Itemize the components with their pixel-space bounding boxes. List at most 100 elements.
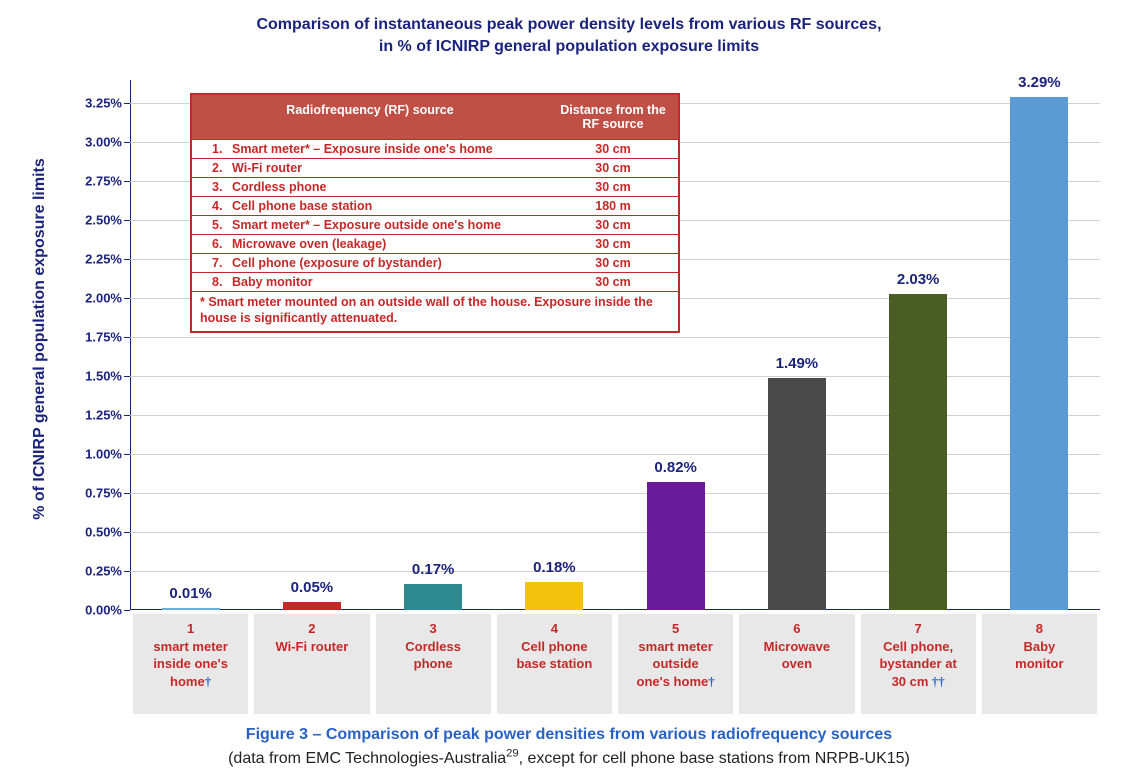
y-tick-label: 2.75% (60, 174, 122, 189)
category-number: 7 (915, 620, 922, 638)
bar (647, 482, 705, 610)
gridline (130, 454, 1100, 455)
legend-row-number: 2. (192, 159, 224, 177)
x-axis-line (130, 609, 1100, 610)
category-text-line: smart meter (638, 638, 712, 656)
category-text-line: bystander at (879, 655, 956, 673)
dagger-icon: †† (928, 674, 944, 689)
legend-row-distance: 30 cm (548, 178, 678, 196)
y-tick-mark (124, 142, 130, 143)
legend-row: 7.Cell phone (exposure of bystander)30 c… (192, 253, 678, 272)
legend-row-distance: 30 cm (548, 159, 678, 177)
gridline (130, 376, 1100, 377)
y-tick-mark (124, 181, 130, 182)
category-text-line: outside (653, 655, 699, 673)
gridline (130, 493, 1100, 494)
y-tick-label: 0.25% (60, 564, 122, 579)
y-axis-line (130, 80, 131, 610)
category-number: 4 (551, 620, 558, 638)
y-tick-label: 1.25% (60, 408, 122, 423)
category-text-line: Baby (1023, 638, 1055, 656)
legend-footnote: * Smart meter mounted on an outside wall… (192, 291, 678, 331)
chart-title: Comparison of instantaneous peak power d… (0, 14, 1138, 57)
legend-row-number: 6. (192, 235, 224, 253)
bar-value-label: 0.17% (412, 561, 455, 584)
category-text-line: monitor (1015, 655, 1063, 673)
category-text-line: one's home† (637, 673, 715, 691)
legend-row-distance: 30 cm (548, 235, 678, 253)
category-text-line: Cell phone, (883, 638, 953, 656)
category-text-line: Cell phone (521, 638, 587, 656)
legend-row-number: 3. (192, 178, 224, 196)
category-box: 8Babymonitor (982, 614, 1097, 714)
dagger-icon: † (205, 674, 212, 689)
category-box: 1smart meterinside one'shome† (133, 614, 248, 714)
y-tick-label: 2.00% (60, 291, 122, 306)
legend-row-source: Smart meter* – Exposure outside one's ho… (224, 216, 548, 234)
legend-row-distance: 30 cm (548, 254, 678, 272)
category-number: 6 (793, 620, 800, 638)
bar-value-label: 0.18% (533, 559, 576, 582)
legend-row-source: Baby monitor (224, 273, 548, 291)
category-number: 8 (1036, 620, 1043, 638)
category-text-line: Microwave (764, 638, 830, 656)
y-tick-label: 3.25% (60, 96, 122, 111)
y-tick-mark (124, 337, 130, 338)
category-number: 2 (308, 620, 315, 638)
bar-value-label: 0.01% (169, 585, 212, 608)
bar-value-label: 2.03% (897, 271, 940, 294)
gridline (130, 532, 1100, 533)
legend-body: 1.Smart meter* – Exposure inside one's h… (192, 139, 678, 291)
gridline (130, 337, 1100, 338)
legend-row-number: 8. (192, 273, 224, 291)
legend-row-source: Smart meter* – Exposure inside one's hom… (224, 140, 548, 158)
legend-row-number: 1. (192, 140, 224, 158)
legend-row: 4.Cell phone base station180 m (192, 196, 678, 215)
y-tick-label: 1.50% (60, 369, 122, 384)
y-tick-mark (124, 376, 130, 377)
y-tick-mark (124, 532, 130, 533)
legend-table: Radiofrequency (RF) source Distance from… (190, 93, 680, 333)
category-text-line: inside one's (153, 655, 228, 673)
legend-header: Radiofrequency (RF) source Distance from… (192, 95, 678, 139)
legend-row: 3.Cordless phone30 cm (192, 177, 678, 196)
y-tick-mark (124, 610, 130, 611)
category-box: 7Cell phone,bystander at30 cm †† (861, 614, 976, 714)
legend-row: 5.Smart meter* – Exposure outside one's … (192, 215, 678, 234)
legend-row-source: Microwave oven (leakage) (224, 235, 548, 253)
legend-row: 2.Wi-Fi router30 cm (192, 158, 678, 177)
category-text-line: Cordless (405, 638, 461, 656)
bar (889, 294, 947, 610)
category-number: 5 (672, 620, 679, 638)
bar (404, 584, 462, 611)
category-text-line: smart meter (153, 638, 227, 656)
gridline (130, 571, 1100, 572)
category-box: 5smart meteroutsideone's home† (618, 614, 733, 714)
category-box: 6Microwaveoven (739, 614, 854, 714)
y-tick-mark (124, 259, 130, 260)
legend-row-number: 7. (192, 254, 224, 272)
bar (768, 378, 826, 610)
legend-row: 6.Microwave oven (leakage)30 cm (192, 234, 678, 253)
category-text-line: base station (516, 655, 592, 673)
category-text-line: Wi-Fi router (275, 638, 348, 656)
y-tick-mark (124, 454, 130, 455)
category-box: 4Cell phonebase station (497, 614, 612, 714)
category-box: 3Cordlessphone (376, 614, 491, 714)
legend-row-distance: 30 cm (548, 216, 678, 234)
y-tick-label: 1.00% (60, 447, 122, 462)
legend-row-number: 5. (192, 216, 224, 234)
legend-row: 1.Smart meter* – Exposure inside one's h… (192, 139, 678, 158)
y-tick-label: 2.25% (60, 252, 122, 267)
legend-header-source: Radiofrequency (RF) source (192, 95, 548, 139)
title-line-1: Comparison of instantaneous peak power d… (256, 16, 881, 33)
dagger-icon: † (708, 674, 715, 689)
y-tick-mark (124, 103, 130, 104)
category-number: 1 (187, 620, 194, 638)
legend-row-distance: 30 cm (548, 273, 678, 291)
y-axis-label: % of ICNIRP general population exposure … (31, 89, 49, 589)
bar-value-label: 0.05% (291, 579, 334, 602)
y-tick-label: 2.50% (60, 213, 122, 228)
category-labels-row: 1smart meterinside one'shome† 2Wi-Fi rout… (130, 614, 1100, 716)
legend-row-distance: 180 m (548, 197, 678, 215)
